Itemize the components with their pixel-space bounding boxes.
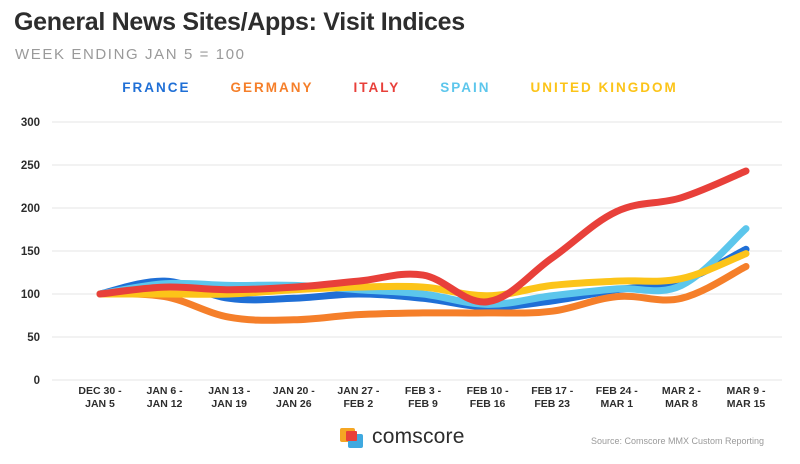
- x-tick-label-8-0: FEB 24 -: [596, 385, 639, 397]
- x-tick-label-10-0: MAR 9 -: [726, 385, 766, 397]
- y-tick-label-250: 250: [21, 160, 40, 172]
- y-tick-label-50: 50: [27, 332, 40, 344]
- x-tick-label-8-1: MAR 1: [600, 398, 633, 410]
- x-tick-label-5-0: FEB 3 -: [405, 385, 442, 397]
- chart-title: General News Sites/Apps: Visit Indices: [14, 8, 465, 36]
- x-tick-label-5-1: FEB 9: [408, 398, 438, 410]
- chart-subtitle: WEEK ENDING JAN 5 = 100: [15, 46, 246, 63]
- x-tick-label-6-0: FEB 10 -: [467, 385, 510, 397]
- x-tick-label-4-1: FEB 2: [344, 398, 374, 410]
- x-tick-label-7-1: FEB 23: [534, 398, 570, 410]
- x-tick-label-3-1: JAN 26: [276, 398, 312, 410]
- series-line-germany: [96, 262, 750, 324]
- x-tick-label-4-0: JAN 27 -: [337, 385, 380, 397]
- series-line-united-kingdom: [96, 250, 750, 300]
- x-tick-label-9-1: MAR 8: [665, 398, 698, 410]
- brand-logo: comscore: [340, 425, 465, 449]
- x-tick-label-10-1: MAR 15: [727, 398, 766, 410]
- x-tick-label-0-0: DEC 30 -: [78, 385, 122, 397]
- source-note: Source: Comscore MMX Custom Reporting: [591, 436, 765, 446]
- x-tick-label-6-1: FEB 16: [470, 398, 506, 410]
- series-line-spain: [96, 225, 750, 308]
- x-tick-label-1-1: JAN 12: [147, 398, 183, 410]
- series-line-italy: [96, 167, 750, 306]
- y-tick-label-150: 150: [21, 246, 40, 258]
- legend-item-italy: ITALY: [353, 80, 401, 95]
- x-tick-label-2-1: JAN 19: [211, 398, 247, 410]
- brand-name: comscore: [372, 425, 465, 448]
- x-tick-label-1-0: JAN 6 -: [147, 385, 184, 397]
- y-tick-label-200: 200: [21, 203, 40, 215]
- x-tick-label-3-0: JAN 20 -: [273, 385, 316, 397]
- y-tick-label-100: 100: [21, 289, 40, 301]
- y-tick-label-0: 0: [34, 375, 40, 387]
- legend-item-spain: SPAIN: [440, 80, 491, 95]
- legend-item-united-kingdom: UNITED KINGDOM: [530, 80, 678, 95]
- comscore-logo-icon: [340, 426, 364, 448]
- legend: FRANCE GERMANY ITALY SPAIN UNITED KINGDOM: [0, 80, 800, 95]
- x-tick-label-2-0: JAN 13 -: [208, 385, 251, 397]
- legend-item-france: FRANCE: [122, 80, 191, 95]
- legend-item-germany: GERMANY: [230, 80, 314, 95]
- x-tick-label-9-0: MAR 2 -: [662, 385, 702, 397]
- x-tick-label-7-0: FEB 17 -: [531, 385, 574, 397]
- x-tick-label-0-1: JAN 5: [85, 398, 115, 410]
- y-tick-label-300: 300: [21, 117, 40, 129]
